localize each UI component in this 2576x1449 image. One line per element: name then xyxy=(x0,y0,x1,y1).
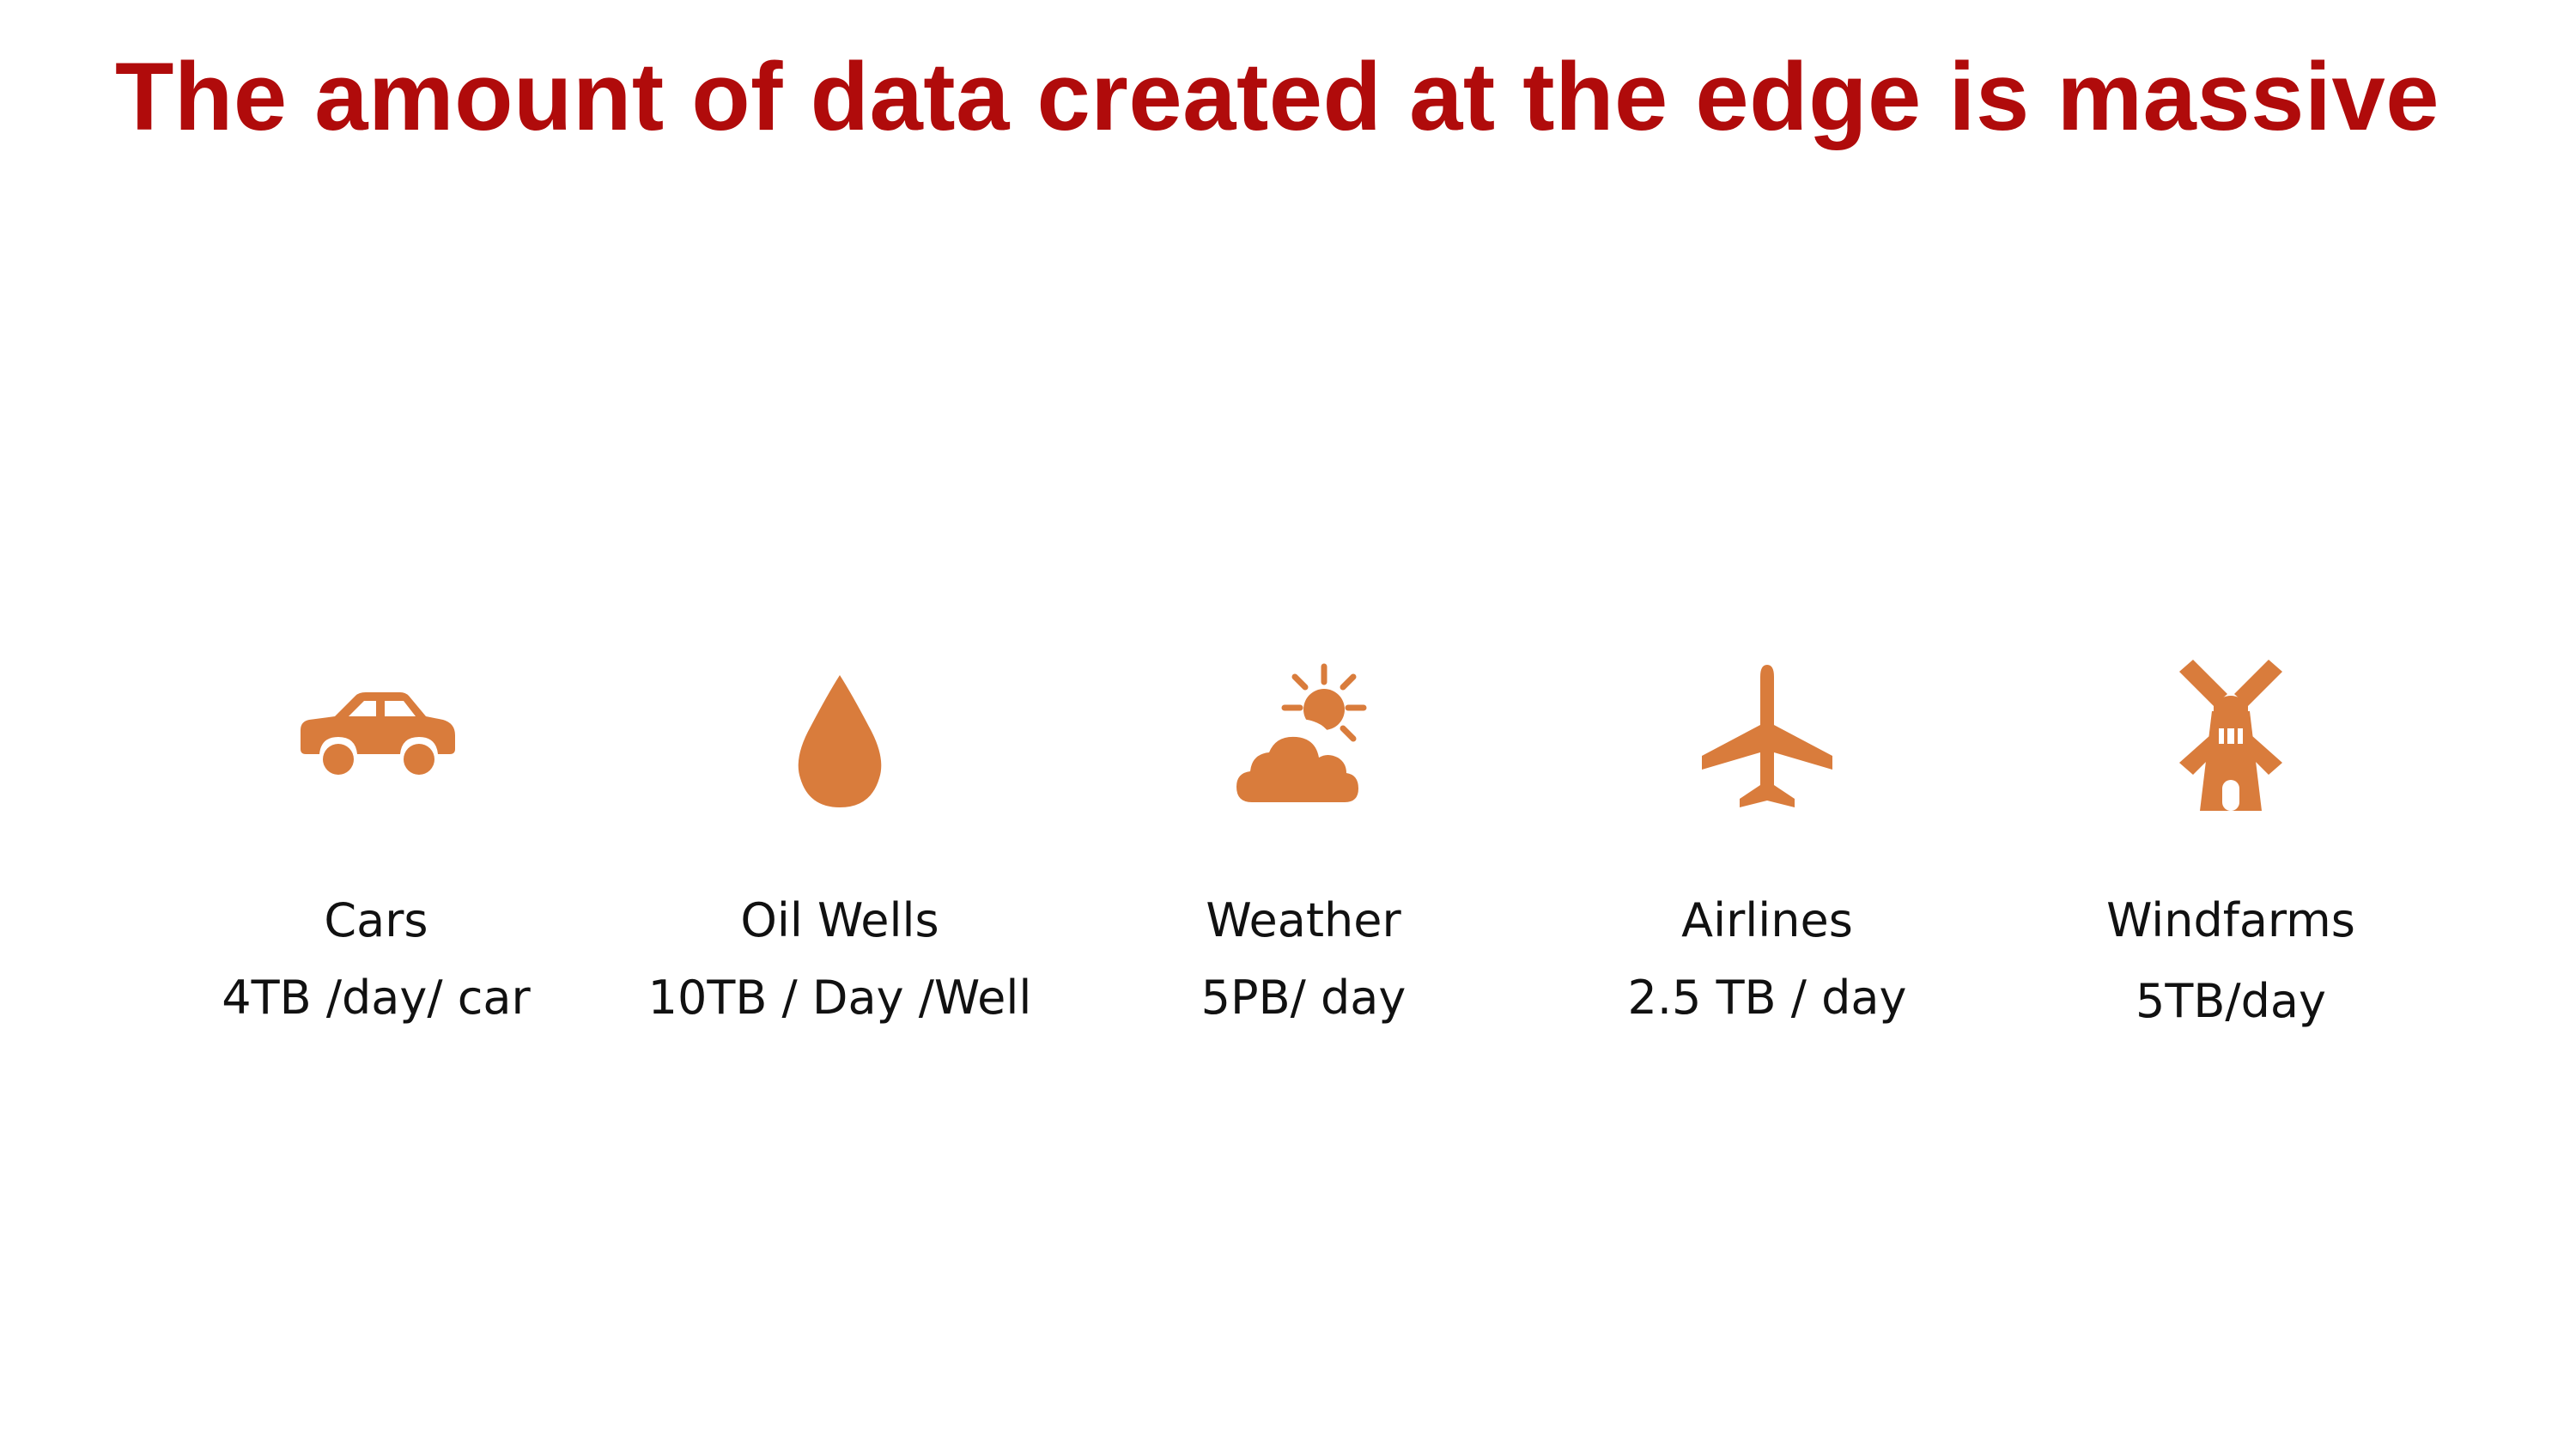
stat-cars: Cars 4TB /day/ car xyxy=(144,653,608,1024)
stat-weather: Weather 5PB/ day xyxy=(1072,653,1535,1024)
stat-rate: 10TB / Day /Well xyxy=(647,971,1032,1025)
stat-windfarms: Windfarms 5TB/day xyxy=(1999,653,2463,1027)
stat-label: Weather xyxy=(1206,893,1401,947)
stat-oil-wells: Oil Wells 10TB / Day /Well xyxy=(608,653,1072,1024)
stat-label: Windfarms xyxy=(2106,893,2355,947)
airplane-icon xyxy=(1681,653,1853,825)
stat-label: Cars xyxy=(324,893,428,947)
page-title: The amount of data created at the edge i… xyxy=(115,43,2440,150)
stat-rate: 5TB/day xyxy=(2136,974,2326,1028)
stat-label: Oil Wells xyxy=(740,893,939,947)
oil-drop-icon xyxy=(754,653,926,825)
weather-icon xyxy=(1218,653,1389,825)
stat-airlines: Airlines 2.5 TB / day xyxy=(1535,653,1999,1024)
stat-rate: 2.5 TB / day xyxy=(1627,971,1907,1025)
stat-rate: 5PB/ day xyxy=(1200,971,1406,1025)
car-icon xyxy=(290,653,462,825)
stat-label: Airlines xyxy=(1681,893,1853,947)
windmill-icon xyxy=(2145,653,2317,825)
stat-rate: 4TB /day/ car xyxy=(222,971,531,1025)
